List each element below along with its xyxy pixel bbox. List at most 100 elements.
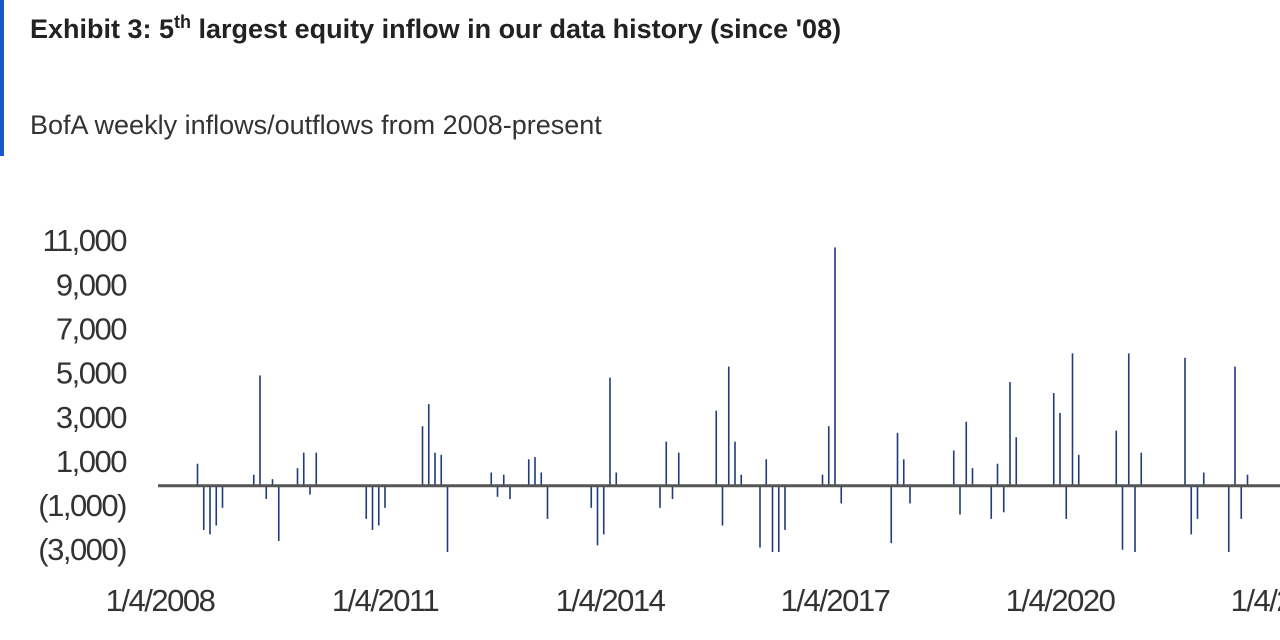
bar [540,472,543,486]
title: Exhibit 3: 5th largest equity inflow in … [30,12,841,45]
bar [215,485,218,526]
bar [1015,437,1018,486]
y-tick-label: 3,000 [56,400,127,435]
bar [1202,472,1205,486]
bar [421,426,424,486]
y-tick-label: 7,000 [56,311,127,346]
bar [827,426,830,486]
bar [671,485,674,500]
bar [890,485,893,544]
bar [990,485,993,519]
y-tick-label: (1,000) [38,488,126,523]
y-tick-label: 11,000 [42,223,127,258]
bar [909,485,911,504]
bar [590,485,593,508]
bar [496,485,499,497]
bar [1065,485,1068,519]
bar [734,441,736,486]
bar [715,410,718,486]
bar [971,468,974,486]
bar [1127,353,1130,486]
bar [765,459,768,486]
bar [221,485,224,508]
bar [1002,485,1005,513]
bar [490,472,493,486]
bar [1071,353,1074,486]
bar [965,421,968,486]
subtitle: BofA weekly inflows/outflows from 2008-p… [30,110,602,140]
bar [365,485,368,519]
bar [309,485,311,495]
bar [840,485,843,504]
bar [1234,366,1236,486]
bar [777,485,780,552]
bar [377,485,380,526]
bar [1184,357,1186,486]
accent-bar [0,0,4,156]
bar [252,474,255,486]
bar [296,468,299,486]
bar [1052,393,1055,486]
x-tick-label: 1/4/2017 [781,583,890,618]
x-tick-label: 1/4/2020 [1006,583,1116,618]
bar [959,485,961,515]
bar [659,485,661,508]
bar [1059,412,1061,486]
bar [1077,454,1080,486]
x-tick-label: 1/4/2023 [1231,583,1280,618]
title-rest: largest equity inflow in our data histor… [191,14,842,44]
bar [440,454,443,486]
bar [952,450,955,486]
title-superscript: th [174,12,192,32]
bar [1121,485,1124,550]
bar [1246,474,1249,486]
bar [615,472,618,486]
bar [596,485,599,546]
bar [384,485,386,508]
y-tick-label: 1,000 [56,444,127,479]
bar [302,452,305,486]
bar [1196,485,1199,519]
bar [315,452,318,486]
bar [509,485,511,500]
bar [1140,452,1143,486]
bar [821,474,824,486]
bar [784,485,786,530]
y-tick-label: (3,000) [38,532,126,567]
bar [996,463,999,486]
bar [902,459,905,486]
bar [1134,485,1136,552]
bar [759,485,761,548]
bar [721,485,724,526]
bar [277,485,280,541]
x-tick-label: 1/4/2008 [106,583,215,618]
bar [834,247,836,486]
bar [896,432,899,486]
bar [446,485,449,552]
bar [371,485,374,530]
bar [427,404,430,486]
bar [609,377,611,486]
bar [434,452,436,486]
bar [727,366,730,486]
y-tick-label: 9,000 [56,267,127,302]
bar [1190,485,1193,535]
bar [771,485,774,552]
bar [602,485,605,535]
bar [1009,382,1011,486]
x-tick-label: 1/4/2011 [332,583,439,618]
bar [265,485,268,500]
bar [259,375,261,486]
x-tick-label: 1/4/2014 [556,583,666,618]
bar [665,441,668,486]
bar [1115,430,1118,486]
bar [502,474,505,486]
y-tick-label: 5,000 [56,356,127,391]
bar [677,452,680,486]
bar [271,479,274,486]
bar [209,485,211,535]
bar [1227,485,1230,552]
bar [196,463,199,486]
